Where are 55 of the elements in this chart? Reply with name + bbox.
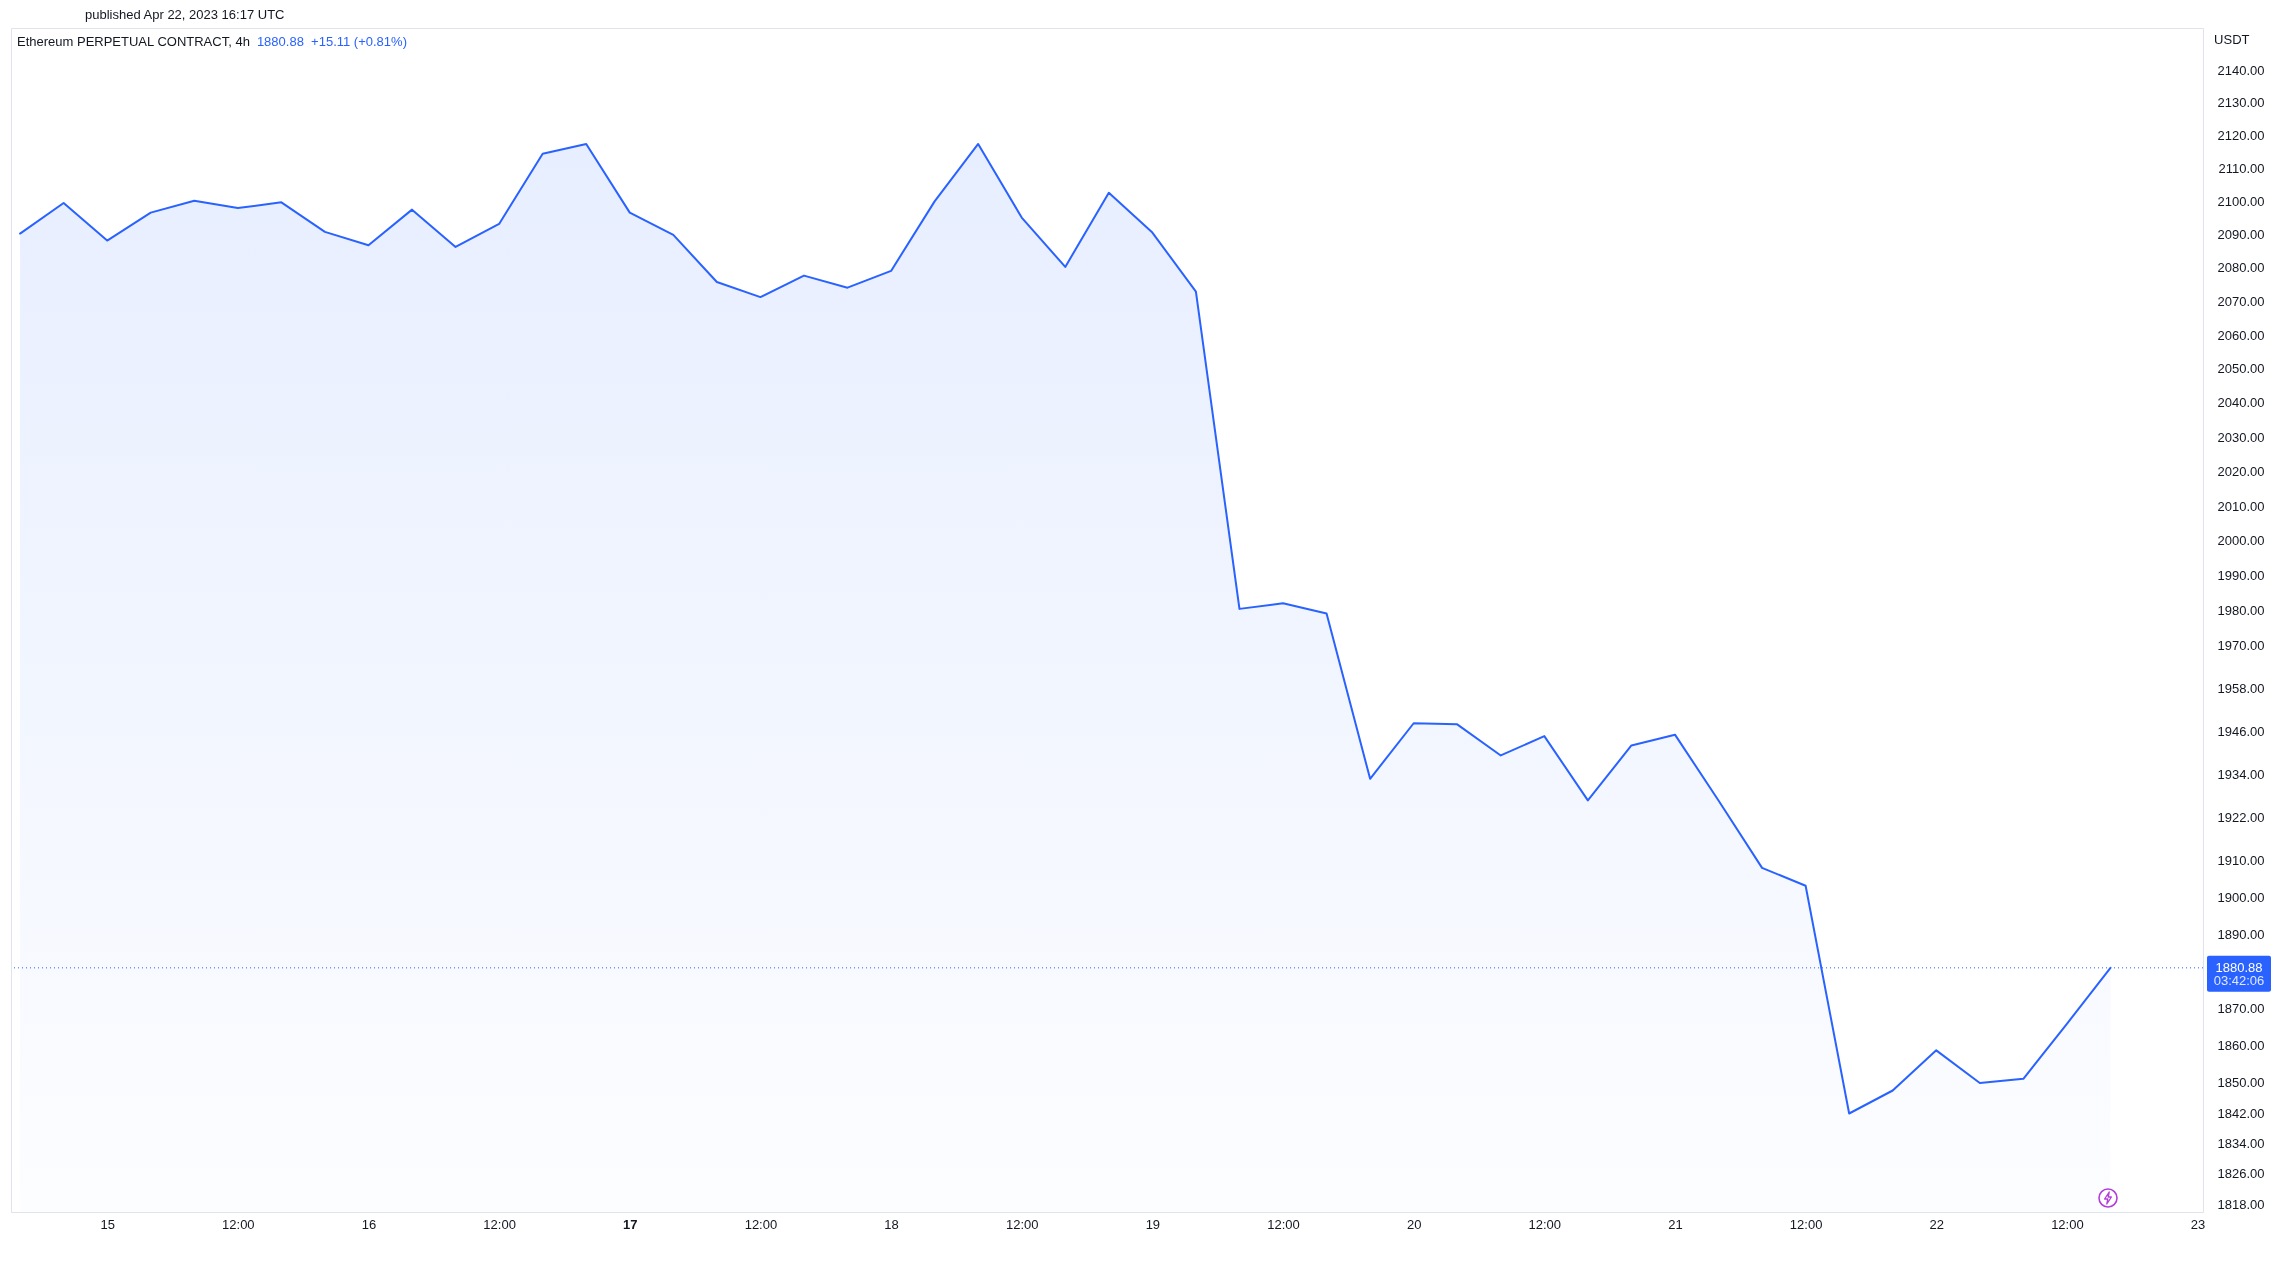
y-tick-label: 1970.00 — [2217, 638, 2265, 654]
y-tick-label: 2110.00 — [2218, 160, 2265, 176]
y-tick-label: 1860.00 — [2217, 1037, 2265, 1053]
text: 03:42:06 — [2213, 972, 2265, 988]
y-tick-label: 2090.00 — [2217, 227, 2265, 243]
y-tick-label: 1990.00 — [2217, 568, 2265, 584]
y-tick-label: 2130.00 — [2217, 95, 2265, 111]
x-tick-label: 19 — [1145, 1216, 1161, 1232]
y-tick-label: 1910.00 — [2217, 853, 2265, 869]
y-tick-label: 1934.00 — [2217, 766, 2265, 782]
x-tick-label: 20 — [1406, 1216, 1422, 1232]
y-tick-label: 2100.00 — [2217, 193, 2265, 209]
y-tick-label: 1850.00 — [2217, 1075, 2265, 1091]
y-tick-label: 2020.00 — [2217, 464, 2265, 480]
y-tick-label: 1900.00 — [2217, 889, 2265, 905]
y-tick-label: 2040.00 — [2217, 395, 2265, 411]
y-tick-label: 2010.00 — [2217, 498, 2265, 514]
ref-line-label: 1880.88 — [2215, 959, 2263, 975]
x-tick-label: 23 — [2190, 1216, 2206, 1232]
y-tick-label: 1890.00 — [2217, 926, 2265, 942]
x-tick-label: 12:00 — [744, 1216, 778, 1232]
y-tick-label: 2120.00 — [2217, 127, 2265, 143]
x-tick-label: 18 — [884, 1216, 899, 1232]
y-tick-label: 2030.00 — [2217, 429, 2265, 445]
y-tick-label: 2000.00 — [2217, 533, 2265, 549]
y-tick-label: 1958.00 — [2217, 680, 2265, 696]
y-tick-label: 2050.00 — [2217, 361, 2265, 377]
y-tick-label: 2140.00 — [2217, 62, 2265, 78]
y-tick-label: 1826.00 — [2217, 1166, 2265, 1182]
text: 1880.88 +15.11 (+0.81%) — [256, 34, 407, 49]
x-tick-label: 12:00 — [222, 1216, 255, 1232]
text: published Apr 22, 2023 16:17 UTC — [85, 7, 285, 22]
x-tick-label: 16 — [361, 1216, 377, 1232]
y-tick-label: 2080.00 — [2217, 260, 2265, 276]
x-tick-label: 12:00 — [1528, 1216, 1562, 1232]
y-tick-label: 1818.00 — [2217, 1196, 2265, 1212]
y-tick-label: 1870.00 — [2217, 1000, 2265, 1016]
y-axis-title: USDT — [2214, 31, 2250, 47]
x-tick-label: 12:00 — [1789, 1216, 1823, 1232]
x-tick-label: 15 — [100, 1216, 115, 1232]
x-tick-label: 17 — [623, 1216, 638, 1232]
y-tick-label: 2060.00 — [2217, 327, 2265, 343]
y-tick-label: 1922.00 — [2217, 809, 2265, 825]
x-tick-label: 22 — [1929, 1216, 1944, 1232]
x-tick-label: 12:00 — [483, 1216, 516, 1232]
y-tick-label: 1842.00 — [2217, 1105, 2265, 1121]
x-tick-label: 12:00 — [1005, 1216, 1039, 1232]
x-tick-label: 12:00 — [1267, 1216, 1300, 1232]
y-tick-label: 1834.00 — [2217, 1135, 2265, 1151]
y-tick-label: 1980.00 — [2217, 603, 2265, 619]
y-tick-label: 1946.00 — [2217, 723, 2265, 739]
x-tick-label: 21 — [1668, 1216, 1683, 1232]
x-tick-label: 12:00 — [2051, 1216, 2084, 1232]
text: Ethereum PERPETUAL CONTRACT, 4h — [17, 34, 250, 49]
y-tick-label: 2070.00 — [2217, 293, 2265, 309]
